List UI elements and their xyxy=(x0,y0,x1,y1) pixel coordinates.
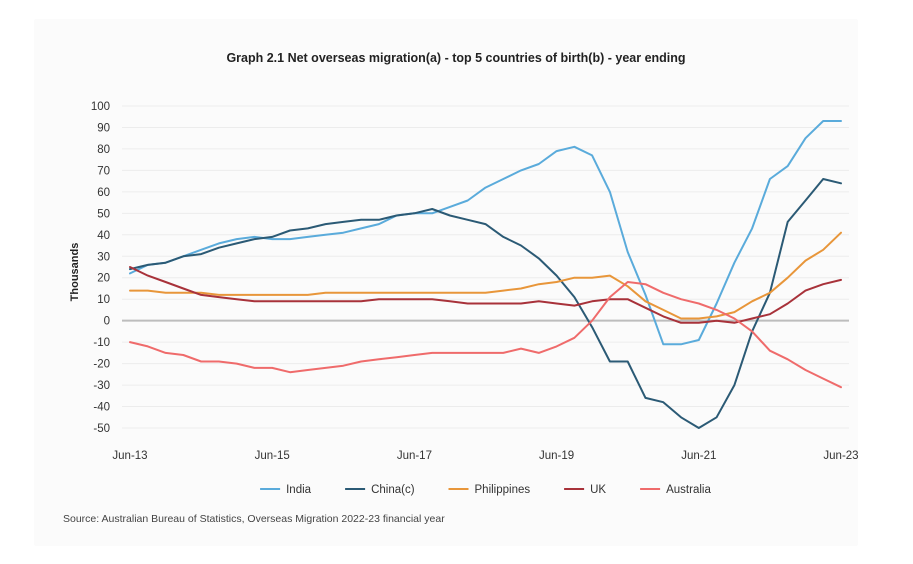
series-line-uk xyxy=(129,266,842,324)
series-line-australia xyxy=(129,281,842,389)
legend-label: Philippines xyxy=(475,484,531,496)
legend-label: China(c) xyxy=(371,484,415,496)
series-lines xyxy=(129,120,842,429)
legend-item: China(c) xyxy=(345,484,415,496)
y-tick-label: 100 xyxy=(91,101,110,113)
y-tick-label: -30 xyxy=(93,380,110,392)
y-tick-label: 20 xyxy=(97,273,110,285)
y-axis-label: Thousands xyxy=(69,243,81,302)
y-axis-ticks: -50 -40 -30 -20 -10 0 10 20 30 40 50 60 70 80 90 100 xyxy=(91,101,110,435)
x-tick-label: Jun-13 xyxy=(112,450,147,462)
legend: India China(c) Philippines UK Australia xyxy=(260,484,711,496)
y-tick-label: 90 xyxy=(97,122,110,134)
legend-item: Philippines xyxy=(448,484,531,496)
chart-title: Graph 2.1 Net overseas migration(a) - to… xyxy=(226,51,685,65)
y-tick-label: -10 xyxy=(93,337,110,349)
x-tick-label: Jun-21 xyxy=(681,450,716,462)
y-tick-label: -20 xyxy=(93,359,110,371)
y-tick-label: 0 xyxy=(104,316,110,328)
legend-label: India xyxy=(286,484,312,496)
x-tick-label: Jun-17 xyxy=(397,450,432,462)
y-tick-label: -50 xyxy=(93,423,110,435)
y-tick-label: 70 xyxy=(97,165,110,177)
y-tick-label: 10 xyxy=(97,294,110,306)
series-line-china-c xyxy=(129,178,842,429)
x-tick-label: Jun-19 xyxy=(539,450,574,462)
legend-item: India xyxy=(260,484,312,496)
chart-card xyxy=(34,19,858,546)
y-tick-label: -40 xyxy=(93,402,110,414)
legend-item: UK xyxy=(564,484,606,496)
legend-label: Australia xyxy=(666,484,711,496)
x-axis-ticks: Jun-13 Jun-15 Jun-17 Jun-19 Jun-21 Jun-23 xyxy=(112,450,858,462)
y-tick-label: 40 xyxy=(97,230,110,242)
legend-label: UK xyxy=(590,484,606,496)
series-line-philippines xyxy=(129,231,842,320)
gridlines xyxy=(122,105,849,429)
x-tick-label: Jun-23 xyxy=(823,450,858,462)
y-tick-label: 50 xyxy=(97,208,110,220)
series-line-india xyxy=(129,120,842,346)
y-tick-label: 60 xyxy=(97,187,110,199)
y-tick-label: 80 xyxy=(97,144,110,156)
source-note: Source: Australian Bureau of Statistics,… xyxy=(63,513,445,525)
y-tick-label: 30 xyxy=(97,251,110,263)
legend-item: Australia xyxy=(640,484,711,496)
x-tick-label: Jun-15 xyxy=(255,450,290,462)
